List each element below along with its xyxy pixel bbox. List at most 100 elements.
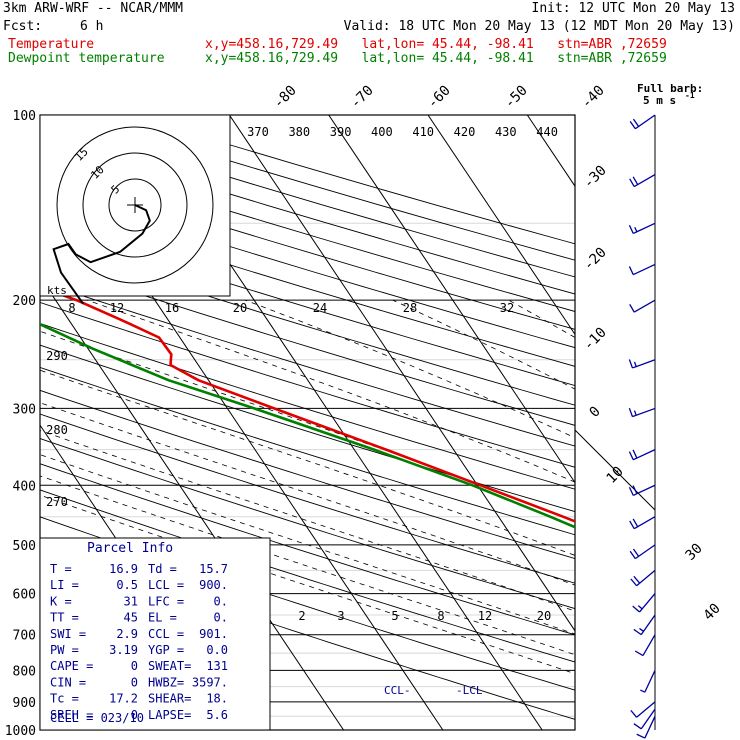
- dewpoint-profile: [40, 322, 575, 529]
- isotherm-label-top: -70: [348, 83, 377, 112]
- isotherm: [228, 115, 575, 632]
- wind-barb-flag: [632, 449, 638, 459]
- dry-adiabat: [40, 242, 575, 406]
- parcel-param-value: 16.9: [109, 562, 138, 576]
- parcel-param-name: LCL =: [148, 578, 184, 592]
- wind-barb-flag: [628, 266, 634, 275]
- dry-adiabat: [40, 261, 575, 426]
- wind-barb-flag: [630, 709, 638, 718]
- parcel-param-value: 901.: [199, 627, 228, 641]
- parcel-param-name: SHEAR=: [148, 692, 191, 706]
- hodograph-units-label: kts: [47, 284, 67, 297]
- mixing-ratio-label: 12: [478, 609, 492, 623]
- moist-adiabat: [244, 299, 575, 439]
- wind-barb-staff: [644, 716, 656, 739]
- theta-e-label: 390: [330, 125, 352, 139]
- parcel-param-value: 0.5: [116, 578, 138, 592]
- parcel-info-box: Parcel Info T = 16.9 Td = 15.7 LI = 0.5 LCL = 90…: [39, 537, 271, 731]
- theta-label: 280: [46, 423, 68, 437]
- ccl-marker: CCL-: [384, 684, 411, 697]
- speed-scale-label: 16: [165, 301, 179, 315]
- parcel-param-name: YGP =: [148, 643, 184, 657]
- parcel-param-name: CAPE =: [50, 659, 93, 673]
- theta-e-label: 400: [371, 125, 393, 139]
- forecast-hour: 6 h: [80, 19, 104, 34]
- pressure-tick-label: 100: [13, 109, 36, 124]
- theta-label: 290: [46, 349, 68, 363]
- isotherm-label-right: -20: [581, 245, 610, 274]
- wind-barb-staff: [639, 593, 656, 613]
- parcel-param-value: 0.: [214, 611, 228, 625]
- parcel-param-name: PW =: [50, 643, 79, 657]
- wind-barb-half-flag: [633, 410, 637, 416]
- parcel-param-name: LAPSE=: [148, 708, 191, 722]
- pressure-tick-label: 800: [13, 664, 36, 679]
- theta-e-label: 430: [495, 125, 517, 139]
- parcel-param-name: LI =: [50, 578, 79, 592]
- wind-barb-half-flag: [637, 605, 643, 610]
- wind-barb-flag: [632, 485, 638, 494]
- dry-adiabat: [40, 344, 575, 513]
- parcel-param-value: 900.: [199, 578, 228, 592]
- wind-barb-flag: [628, 486, 634, 496]
- dewpoint-location-info: x,y=458.16,729.49 lat,lon= 45.44, -98.41…: [205, 51, 667, 66]
- moist-adiabat: [40, 330, 575, 522]
- init-time: Init: 12 UTC Mon 20 May 13: [531, 1, 736, 16]
- pressure-tick-label: 300: [13, 402, 36, 417]
- dry-adiabat: [40, 463, 575, 636]
- wind-barb-flag: [633, 723, 642, 730]
- wind-barb-staff: [642, 634, 656, 656]
- isotherm: [526, 115, 575, 188]
- wind-barb-flag: [629, 520, 635, 530]
- pressure-tick-label: 1000: [5, 724, 36, 739]
- parcel-box: [39, 537, 271, 731]
- parcel-param-value: 17.2: [109, 692, 138, 706]
- dry-adiabat: [40, 489, 575, 663]
- wind-barb-flag: [628, 407, 634, 417]
- isotherm: [328, 115, 575, 484]
- parcel-param-name: SREH =: [50, 708, 93, 722]
- parcel-cell-motion: CELL = 023/10: [50, 711, 144, 725]
- wind-barb-flag: [632, 176, 639, 185]
- mixing-ratio-label: 2: [298, 609, 305, 623]
- speed-scale-label: 8: [68, 301, 75, 315]
- wind-barb-staff: [640, 708, 656, 730]
- pressure-tick-label: 700: [13, 629, 36, 644]
- pressure-tick-label: 500: [13, 539, 36, 554]
- parcel-param-name: Tc =: [50, 692, 79, 706]
- wind-barb-flag: [632, 118, 640, 127]
- speed-scale-label: 20: [233, 301, 247, 315]
- parcel-param-name: Td =: [148, 562, 177, 576]
- wind-barb-flag: [634, 650, 644, 657]
- parcel-param-value: 0: [131, 708, 138, 722]
- parcel-param-value: 0.0: [206, 643, 228, 657]
- wind-barb-flag: [628, 359, 634, 369]
- wind-barb-staff: [636, 701, 656, 718]
- mixing-ratio-label: 5: [391, 609, 398, 623]
- wind-barb-flag: [628, 451, 634, 461]
- speed-scale-label: 24: [313, 301, 327, 315]
- isotherm-label-top: -50: [502, 83, 531, 112]
- wind-barb-flag: [629, 178, 635, 187]
- mixing-ratio-line: [650, 594, 740, 730]
- dry-adiabat: [40, 438, 575, 610]
- wind-barb-staff: [634, 114, 656, 130]
- hodograph-ring: [108, 178, 162, 232]
- speed-scale-label: 28: [403, 301, 417, 315]
- dry-adiabat: [40, 281, 575, 447]
- wind-barb-flag: [630, 578, 638, 587]
- temperature-profile: [40, 285, 575, 523]
- dry-adiabat: [40, 223, 575, 387]
- wind-barb-staff: [640, 614, 656, 635]
- forecast-label: Fcst:: [3, 19, 43, 34]
- wind-barb-flag: [632, 605, 640, 613]
- wind-barb-staff: [633, 299, 656, 313]
- moist-adiabat: [40, 402, 575, 586]
- moist-adiabat: [86, 299, 575, 483]
- wind-barb-half-flag: [640, 689, 646, 693]
- sounding-profiles: [40, 285, 575, 529]
- hodograph-ring: [82, 152, 188, 258]
- parcel-param-name: CIN =: [50, 675, 86, 689]
